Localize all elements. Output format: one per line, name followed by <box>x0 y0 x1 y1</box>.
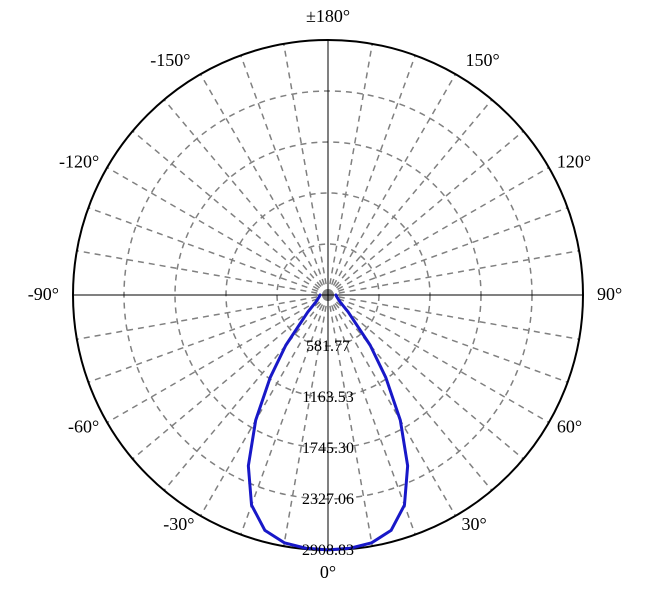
ring-label: 1163.53 <box>302 389 353 406</box>
ring-label: 581.77 <box>306 338 350 355</box>
angle-label: 150° <box>466 50 500 70</box>
angle-label: -90° <box>28 284 59 304</box>
angle-label: -30° <box>163 514 194 534</box>
ring-label: 2327.06 <box>302 491 354 508</box>
angle-label: -60° <box>68 417 99 437</box>
angle-label: 60° <box>557 417 582 437</box>
angle-label: 120° <box>557 152 591 172</box>
angle-label: 90° <box>597 284 622 304</box>
angle-label: ±180° <box>306 6 350 26</box>
polar-chart-svg: 581.77 1163.53 1745.30 2327.06 2908.83 ±180° 1… <box>0 0 657 601</box>
polar-chart: 581.77 1163.53 1745.30 2327.06 2908.83 ±180° 1… <box>0 0 657 601</box>
angle-label: -150° <box>150 50 190 70</box>
angle-label: 0° <box>320 562 336 582</box>
angle-label: -120° <box>59 152 99 172</box>
ring-label: 1745.30 <box>302 440 354 457</box>
angle-label: 30° <box>462 514 487 534</box>
ring-label: 2908.83 <box>302 542 354 559</box>
